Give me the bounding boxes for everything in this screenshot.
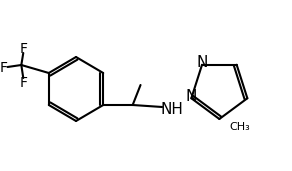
Text: F: F <box>19 76 27 90</box>
Text: F: F <box>19 42 27 56</box>
Text: N: N <box>186 89 197 104</box>
Text: N: N <box>196 55 208 70</box>
Text: NH: NH <box>161 102 183 117</box>
Text: CH₃: CH₃ <box>229 122 250 132</box>
Text: F: F <box>0 61 8 75</box>
